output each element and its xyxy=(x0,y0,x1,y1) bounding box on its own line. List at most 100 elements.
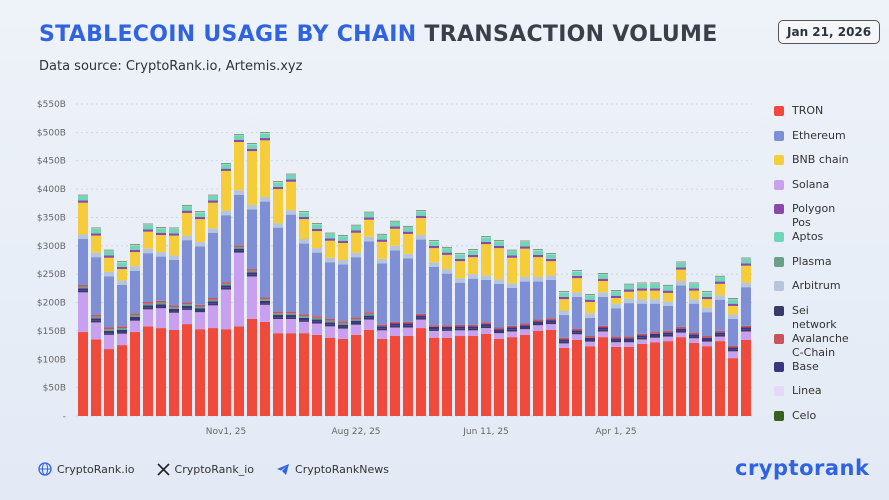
bar-segment xyxy=(650,342,660,416)
bar-segment xyxy=(585,294,595,296)
bar-segment xyxy=(156,256,166,301)
bar-segment xyxy=(208,299,218,302)
bar-segment xyxy=(403,323,413,326)
bar-segment xyxy=(182,240,192,303)
bar-segment xyxy=(637,299,647,304)
bar-segment xyxy=(442,269,452,274)
bar-segment xyxy=(247,144,257,149)
bar-segment xyxy=(91,227,101,229)
bar-segment xyxy=(299,219,309,240)
legend-label: Linea xyxy=(792,384,822,397)
bar-segment xyxy=(130,245,140,250)
footer-link[interactable]: CryptoRank_io xyxy=(156,462,254,476)
bar-segment xyxy=(117,261,127,263)
bar-segment xyxy=(624,298,634,304)
bar-segment xyxy=(507,255,517,258)
bar-segment xyxy=(546,322,556,325)
legend-swatch xyxy=(774,386,784,396)
bar-segment xyxy=(637,290,647,300)
bar-segment xyxy=(169,312,179,330)
bar-segment xyxy=(273,313,283,316)
legend-label: Celo xyxy=(792,408,817,422)
bar-segment xyxy=(455,282,465,325)
bar-segment xyxy=(143,231,153,249)
bar-segment xyxy=(195,308,205,311)
bar-segment xyxy=(325,233,335,234)
bar-segment xyxy=(572,330,582,333)
bar-segment xyxy=(338,240,348,243)
y-tick-label: $100B xyxy=(37,355,66,365)
bar-segment xyxy=(156,304,166,307)
bar-segment xyxy=(234,326,244,416)
bar-segment xyxy=(104,333,114,335)
bar-segment xyxy=(416,215,426,219)
bar-segment xyxy=(182,305,192,309)
bar-segment xyxy=(234,246,244,249)
bar-segment xyxy=(728,305,738,315)
bar-segment xyxy=(676,262,686,263)
bar-segment xyxy=(377,235,387,240)
bar-segment xyxy=(598,278,608,281)
bar-segment xyxy=(650,288,660,291)
bar-segment xyxy=(598,327,608,330)
bar-segment xyxy=(260,201,270,298)
bar-segment xyxy=(689,299,699,304)
bar-segment xyxy=(637,282,647,284)
bar-segment xyxy=(91,315,101,317)
legend-label: Base xyxy=(792,359,819,373)
bar-segment xyxy=(299,211,309,212)
bar-segment xyxy=(429,325,439,327)
bar-segment xyxy=(195,211,205,212)
y-tick-label: $550B xyxy=(37,100,66,110)
bar-segment xyxy=(364,236,374,242)
bar-segment xyxy=(416,211,426,216)
bar-segment xyxy=(104,249,114,251)
bar-segment xyxy=(663,341,673,416)
bar-segment xyxy=(546,258,556,262)
legend-swatch xyxy=(774,281,784,291)
bar-segment xyxy=(364,212,374,213)
y-tick-label: $350B xyxy=(37,213,66,223)
bar-segment xyxy=(468,274,478,279)
bar-segment xyxy=(247,269,257,271)
legend-swatch xyxy=(774,155,784,165)
bar-segment xyxy=(455,330,465,337)
bar-segment xyxy=(156,328,166,416)
bar-segment xyxy=(312,228,322,232)
bar-segment xyxy=(611,342,621,347)
bar-segment xyxy=(234,190,244,195)
bar-segment xyxy=(663,285,673,287)
bar-segment xyxy=(559,299,569,311)
bar-segment xyxy=(533,323,543,326)
bar-segment xyxy=(273,186,283,190)
bar-segment xyxy=(130,315,140,317)
bar-segment xyxy=(182,309,192,325)
bar-segment xyxy=(559,347,569,416)
bar-segment xyxy=(351,232,361,253)
bar-segment xyxy=(520,246,530,249)
bar-segment xyxy=(507,257,517,284)
bar-segment xyxy=(325,318,335,321)
bar-segment xyxy=(481,328,491,334)
bar-segment xyxy=(169,228,179,229)
bar-segment xyxy=(559,292,569,297)
bar-segment xyxy=(416,210,426,211)
telegram-icon xyxy=(277,463,290,475)
bar-segment xyxy=(130,332,140,416)
bar-segment xyxy=(364,241,374,313)
bar-segment xyxy=(442,325,452,327)
bar-segment xyxy=(741,282,751,288)
footer-link[interactable]: CryptoRank.io xyxy=(38,462,135,476)
bar-segment xyxy=(130,252,140,267)
bar-segment xyxy=(637,288,647,291)
bar-segment xyxy=(468,278,478,325)
bar-segment xyxy=(260,138,270,141)
bar-segment xyxy=(611,340,621,343)
bar-segment xyxy=(247,151,257,205)
bar-segment xyxy=(182,210,192,213)
footer-link[interactable]: CryptoRankNews xyxy=(276,462,389,476)
bar-segment xyxy=(91,252,101,258)
bar-segment xyxy=(377,338,387,416)
bar-segment xyxy=(91,233,101,236)
legend: TRON Ethereum BNB chain Solana Polygon Pos Ap… xyxy=(774,104,884,433)
